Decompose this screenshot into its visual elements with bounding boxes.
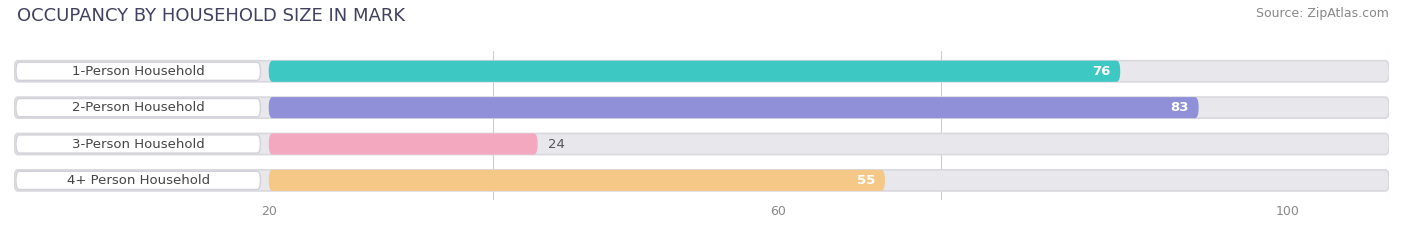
Text: 83: 83 — [1170, 101, 1188, 114]
FancyBboxPatch shape — [15, 171, 260, 189]
FancyBboxPatch shape — [14, 97, 1389, 118]
FancyBboxPatch shape — [14, 61, 1389, 82]
FancyBboxPatch shape — [14, 170, 1389, 191]
Text: 24: 24 — [548, 137, 565, 151]
Text: 2-Person Household: 2-Person Household — [72, 101, 205, 114]
FancyBboxPatch shape — [269, 170, 884, 191]
Text: 55: 55 — [856, 174, 875, 187]
FancyBboxPatch shape — [269, 134, 537, 154]
FancyBboxPatch shape — [15, 135, 260, 153]
Text: OCCUPANCY BY HOUSEHOLD SIZE IN MARK: OCCUPANCY BY HOUSEHOLD SIZE IN MARK — [17, 7, 405, 25]
Text: 3-Person Household: 3-Person Household — [72, 137, 205, 151]
Text: 1-Person Household: 1-Person Household — [72, 65, 205, 78]
Text: 4+ Person Household: 4+ Person Household — [66, 174, 209, 187]
FancyBboxPatch shape — [15, 62, 260, 80]
FancyBboxPatch shape — [15, 99, 260, 117]
FancyBboxPatch shape — [269, 97, 1199, 118]
Text: Source: ZipAtlas.com: Source: ZipAtlas.com — [1256, 7, 1389, 20]
Text: 76: 76 — [1091, 65, 1111, 78]
FancyBboxPatch shape — [14, 134, 1389, 154]
FancyBboxPatch shape — [269, 61, 1121, 82]
